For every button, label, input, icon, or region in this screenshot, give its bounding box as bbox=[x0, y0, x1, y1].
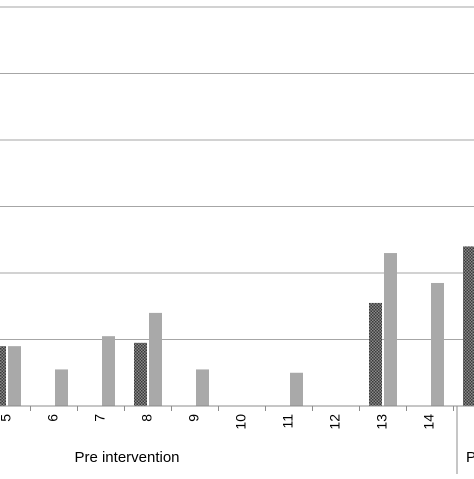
bar-series-2 bbox=[102, 336, 115, 406]
bar-series-1 bbox=[463, 246, 474, 406]
bar-series-1 bbox=[0, 346, 6, 406]
bars bbox=[0, 246, 474, 406]
bar-series-2 bbox=[431, 282, 444, 406]
bar-series-1 bbox=[134, 342, 147, 406]
x-tick-label: 13 bbox=[374, 414, 390, 430]
bar-series-1 bbox=[369, 302, 382, 406]
x-tick-label: 8 bbox=[139, 414, 155, 422]
x-tick-label: 9 bbox=[186, 414, 202, 422]
x-axis bbox=[0, 405, 474, 411]
bar-series-2 bbox=[384, 253, 397, 406]
bar-series-2 bbox=[196, 369, 209, 406]
x-tick-label: 12 bbox=[327, 414, 343, 430]
bar-series-2 bbox=[290, 372, 303, 406]
x-tick-label: 14 bbox=[421, 414, 437, 430]
group-label-post: P bbox=[466, 449, 474, 466]
x-tick-label: 10 bbox=[233, 414, 249, 430]
x-tick-label: 7 bbox=[92, 414, 108, 422]
bar-series-2 bbox=[55, 369, 68, 406]
group-label-pre-intervention: Pre intervention bbox=[74, 449, 179, 466]
group-labels: Pre intervention P bbox=[74, 406, 474, 474]
x-tick-label: 5 bbox=[0, 414, 14, 422]
bar-series-2 bbox=[8, 346, 21, 406]
x-tick-label: 6 bbox=[45, 414, 61, 422]
x-tick-labels: 5 6 7 8 9 10 11 12 13 14 bbox=[0, 414, 437, 430]
x-tick-label: 11 bbox=[280, 414, 296, 429]
bar-series-2 bbox=[149, 312, 162, 406]
gridlines bbox=[0, 6, 474, 340]
